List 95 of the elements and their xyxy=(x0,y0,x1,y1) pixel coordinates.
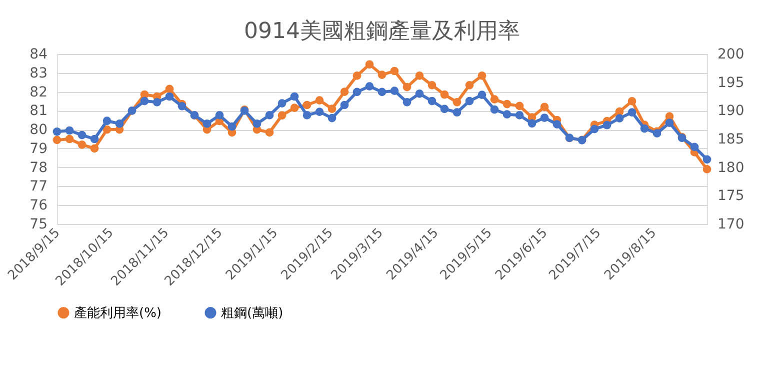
point xyxy=(315,108,324,116)
point xyxy=(628,108,636,117)
point xyxy=(252,120,262,128)
point xyxy=(452,98,462,106)
point xyxy=(415,89,424,98)
point xyxy=(602,120,612,130)
point xyxy=(340,88,349,96)
point xyxy=(215,111,224,120)
y2-tick-label: 175 xyxy=(718,188,744,204)
point xyxy=(440,104,449,114)
point xyxy=(440,90,449,99)
point xyxy=(590,124,599,134)
legend-label: 粗鋼(萬噸) xyxy=(221,306,284,321)
point xyxy=(90,134,99,144)
point xyxy=(540,102,549,112)
point xyxy=(328,104,336,113)
point xyxy=(202,120,212,128)
y-tick-label: 82 xyxy=(30,84,48,100)
point xyxy=(265,128,274,137)
point xyxy=(415,72,424,80)
point xyxy=(65,134,74,144)
point xyxy=(78,140,86,149)
point xyxy=(490,95,499,104)
point xyxy=(352,72,362,80)
point xyxy=(365,82,374,90)
y-tick-label: 75 xyxy=(30,216,48,232)
point xyxy=(52,127,62,136)
point xyxy=(90,144,99,153)
y-tick-label: 84 xyxy=(30,46,48,62)
point xyxy=(402,98,412,106)
point xyxy=(402,82,412,92)
y2-tick-label: 185 xyxy=(718,132,744,148)
y2-tick-label: 170 xyxy=(718,216,744,232)
point xyxy=(228,122,236,131)
legend-label: 產能利用率(%) xyxy=(74,304,162,321)
y2-tick-label: 200 xyxy=(718,46,744,62)
point xyxy=(528,119,536,128)
point xyxy=(465,80,474,90)
point xyxy=(302,111,312,120)
point xyxy=(540,114,549,122)
y-tick-label: 81 xyxy=(30,103,48,120)
point xyxy=(452,108,462,117)
point xyxy=(665,118,674,128)
point xyxy=(478,90,486,99)
point xyxy=(152,98,162,106)
point xyxy=(278,99,286,108)
y-tick-label: 76 xyxy=(30,198,48,214)
point xyxy=(390,66,399,76)
point xyxy=(628,97,636,106)
point xyxy=(115,120,124,128)
point xyxy=(265,111,274,120)
point xyxy=(352,88,362,96)
point xyxy=(278,111,286,120)
point xyxy=(502,110,512,119)
y2-tick-label: 180 xyxy=(718,160,744,176)
y-tick-label: 77 xyxy=(30,178,48,195)
point xyxy=(640,124,649,133)
point xyxy=(502,100,512,108)
point xyxy=(428,80,436,90)
point xyxy=(365,60,374,69)
point xyxy=(378,70,386,79)
point xyxy=(315,96,324,104)
y-tick-label: 78 xyxy=(30,160,48,176)
point xyxy=(52,136,62,144)
point xyxy=(552,120,562,128)
chart-title: 0914美國粗鋼產量及利用率 xyxy=(244,19,520,44)
point xyxy=(490,105,499,114)
point xyxy=(140,96,149,106)
point xyxy=(378,88,386,96)
point xyxy=(102,125,112,134)
y-tick-label: 79 xyxy=(30,140,48,157)
point xyxy=(290,104,299,112)
y-tick-label: 80 xyxy=(30,122,48,138)
point xyxy=(702,165,712,174)
point xyxy=(478,72,486,80)
point xyxy=(690,142,699,152)
point xyxy=(302,100,312,110)
point xyxy=(615,114,624,122)
point xyxy=(290,92,299,101)
point xyxy=(65,126,74,135)
y2-tick-label: 195 xyxy=(718,74,744,91)
point xyxy=(702,155,712,164)
point xyxy=(515,102,524,110)
point xyxy=(78,130,86,140)
y-tick-label: 83 xyxy=(30,65,48,82)
point xyxy=(328,114,336,122)
point xyxy=(165,92,174,101)
point xyxy=(340,100,349,110)
y2-tick-label: 190 xyxy=(718,103,744,120)
point xyxy=(165,84,174,94)
point xyxy=(465,96,474,106)
point xyxy=(390,86,399,96)
point xyxy=(428,96,436,106)
point xyxy=(515,111,524,120)
point xyxy=(102,116,112,126)
